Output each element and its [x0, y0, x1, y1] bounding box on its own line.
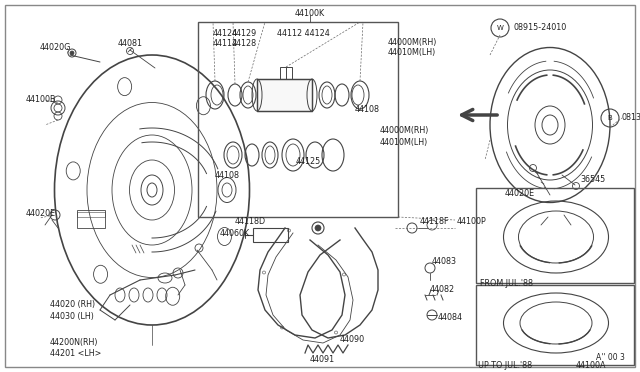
- Text: 44108: 44108: [355, 106, 380, 115]
- Circle shape: [70, 51, 74, 55]
- Text: 44118F: 44118F: [420, 218, 449, 227]
- Bar: [476, 188, 634, 283]
- Text: FROM JUL.'88: FROM JUL.'88: [480, 279, 533, 288]
- Text: B: B: [607, 115, 612, 121]
- Text: 36545: 36545: [580, 176, 605, 185]
- Text: A'' 00 3: A'' 00 3: [596, 353, 625, 362]
- Text: 44100B: 44100B: [26, 96, 56, 105]
- Text: 44100A: 44100A: [576, 360, 607, 369]
- Text: 44082: 44082: [430, 285, 455, 295]
- Text: 44060K: 44060K: [220, 228, 250, 237]
- Text: 44100P: 44100P: [457, 218, 487, 227]
- Text: 44100K: 44100K: [295, 9, 325, 17]
- Text: 08915-24010: 08915-24010: [513, 23, 566, 32]
- Text: 44020G: 44020G: [40, 44, 72, 52]
- Bar: [257, 79, 312, 111]
- Bar: [280, 67, 292, 79]
- Text: 44020E: 44020E: [505, 189, 535, 198]
- Text: 44084: 44084: [438, 312, 463, 321]
- Text: 44124: 44124: [213, 29, 238, 38]
- Bar: [476, 285, 634, 365]
- Text: 44091: 44091: [310, 356, 335, 365]
- Text: W: W: [497, 25, 504, 31]
- Text: 44112 44124: 44112 44124: [277, 29, 330, 38]
- Text: 44112: 44112: [213, 39, 238, 48]
- Bar: [198, 22, 398, 217]
- Text: 44010M(LH): 44010M(LH): [388, 48, 436, 58]
- Text: 44129: 44129: [232, 29, 257, 38]
- Text: 44083: 44083: [432, 257, 457, 266]
- Text: 44000M(RH): 44000M(RH): [388, 38, 437, 46]
- Text: 44108: 44108: [215, 170, 240, 180]
- Text: 44020E: 44020E: [26, 208, 56, 218]
- Text: 44081: 44081: [118, 38, 143, 48]
- Bar: [253, 228, 288, 242]
- Circle shape: [315, 225, 321, 231]
- Text: 44090: 44090: [340, 336, 365, 344]
- Text: 44200N(RH): 44200N(RH): [50, 337, 99, 346]
- Text: 08134-01610: 08134-01610: [621, 113, 640, 122]
- Text: 44201 <LH>: 44201 <LH>: [50, 350, 101, 359]
- Text: 44030 (LH): 44030 (LH): [50, 312, 94, 321]
- Text: UP TO JUL.'88: UP TO JUL.'88: [478, 360, 532, 369]
- Text: 44020 (RH): 44020 (RH): [50, 301, 95, 310]
- Text: 44125: 44125: [296, 157, 321, 167]
- Text: 44000M(RH): 44000M(RH): [380, 125, 429, 135]
- Text: 44010M(LH): 44010M(LH): [380, 138, 428, 147]
- Text: 44118D: 44118D: [235, 218, 266, 227]
- Bar: [77, 210, 105, 228]
- Bar: [77, 212, 105, 217]
- Text: 44128: 44128: [232, 39, 257, 48]
